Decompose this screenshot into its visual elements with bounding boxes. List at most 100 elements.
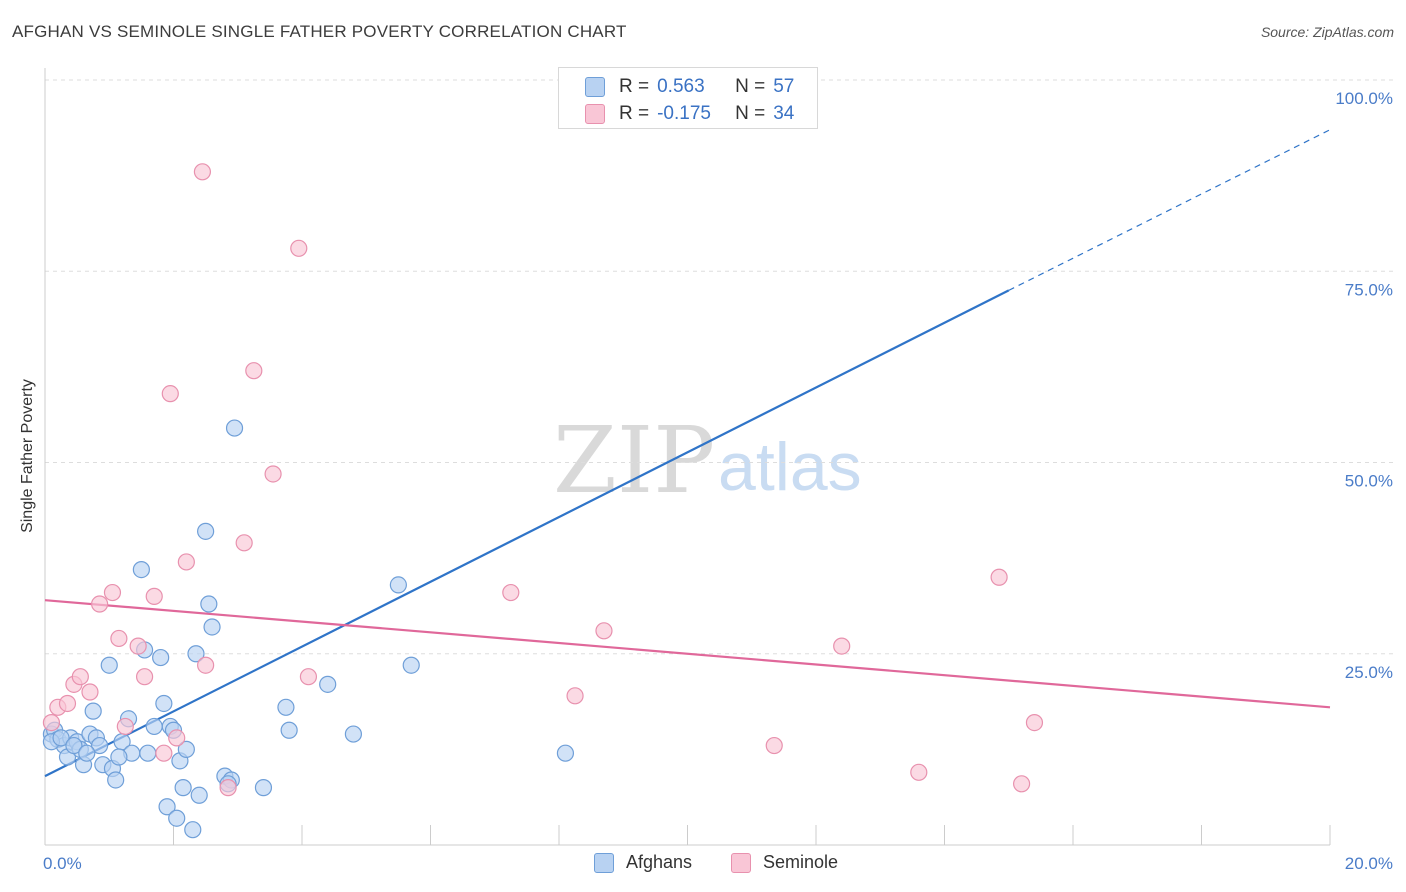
afghans-point <box>190 786 208 804</box>
legend-r-value: 0.563 <box>657 76 705 97</box>
afghans-trend-extension <box>1008 129 1331 291</box>
afghans-point <box>402 656 420 674</box>
afghans-point <box>158 798 176 816</box>
legend-r-label: R = <box>619 76 650 97</box>
seminole-point <box>193 163 212 181</box>
afghans-point <box>389 576 407 594</box>
series-legend: Afghans Seminole <box>0 852 1406 876</box>
seminole-point <box>833 637 851 655</box>
axes <box>44 68 1331 846</box>
seminole-point <box>161 385 179 403</box>
seminole-point <box>1025 713 1044 732</box>
legend-swatch-afghans <box>594 852 614 873</box>
legend-swatch-seminole <box>585 104 605 124</box>
afghans-point <box>197 522 215 540</box>
legend-swatch-afghans <box>585 77 605 97</box>
seminole-point <box>245 362 263 380</box>
afghans-point <box>84 702 102 720</box>
afghans-point <box>280 721 298 739</box>
afghans-point <box>107 771 125 789</box>
seminole-point <box>58 694 77 713</box>
seminole-point <box>502 583 520 602</box>
legend-n-label: N = <box>735 103 766 124</box>
afghans-point <box>174 779 192 797</box>
chart-source: Source: ZipAtlas.com <box>1260 24 1394 40</box>
y-tick-label: 25.0% <box>1345 663 1393 682</box>
legend-r-label: R = <box>619 103 650 124</box>
seminole-point <box>910 763 928 781</box>
afghans-point <box>155 694 173 713</box>
seminole-trend-line <box>44 599 1331 709</box>
seminole-point <box>235 534 253 552</box>
watermark-atlas: atlas <box>718 429 862 505</box>
legend-item-seminole[interactable]: Seminole <box>731 852 838 873</box>
seminole-point <box>91 595 109 613</box>
seminole-point <box>145 587 163 605</box>
y-tick-label: 100.0% <box>1335 89 1393 108</box>
legend-n-label: N = <box>735 76 766 97</box>
legend-r-value: -0.175 <box>657 103 711 124</box>
afghans-point <box>52 729 70 747</box>
afghans-point <box>132 560 150 579</box>
afghans-point <box>145 717 163 736</box>
seminole-point <box>566 687 584 705</box>
legend-n-value: 34 <box>773 103 795 124</box>
seminole-point <box>110 629 128 648</box>
afghans-point <box>91 736 109 755</box>
legend-label-seminole: Seminole <box>763 852 839 872</box>
afghans-point <box>187 645 205 663</box>
afghans-point <box>254 779 273 797</box>
data-points <box>42 71 1044 839</box>
seminole-point <box>71 668 89 686</box>
seminole-point <box>168 729 186 747</box>
stats-legend: R = 0.563 N = 57 R = -0.175 N = 34 <box>558 67 818 129</box>
afghans-point <box>139 744 157 762</box>
afghans-point <box>110 748 128 766</box>
legend-swatch-seminole <box>731 852 751 873</box>
seminole-point <box>1012 775 1031 793</box>
afghans-point <box>100 656 118 674</box>
seminole-point <box>81 683 99 701</box>
legend-item-afghans[interactable]: Afghans <box>594 852 692 873</box>
afghans-point <box>168 809 186 827</box>
watermark-zip: ZIP <box>553 407 715 514</box>
afghans-point <box>65 736 83 755</box>
afghans-point <box>344 725 362 743</box>
afghans-point <box>152 648 170 667</box>
afghans-point <box>184 821 202 839</box>
legend-row-afghans: R = 0.563 N = 57 <box>585 75 794 99</box>
seminole-point <box>290 239 308 257</box>
seminole-point <box>177 553 195 571</box>
trend-lines <box>44 129 1331 778</box>
legend-label-afghans: Afghans <box>626 852 693 872</box>
x-tick-label: 0.0% <box>43 854 82 873</box>
seminole-point <box>595 622 613 640</box>
afghans-point <box>556 744 575 762</box>
afghans-trend-line <box>44 289 1010 778</box>
chart-title: AFGHAN VS SEMINOLE SINGLE FATHER POVERTY… <box>12 22 627 41</box>
seminole-point <box>116 717 134 736</box>
y-tick-label: 50.0% <box>1345 472 1393 491</box>
y-tick-labels: 25.0% 50.0% 75.0% 100.0% <box>1335 89 1393 682</box>
seminole-point <box>219 779 237 797</box>
seminole-point <box>264 465 282 483</box>
seminole-point <box>42 713 61 732</box>
afghans-point <box>200 595 218 613</box>
legend-row-seminole: R = -0.175 N = 34 <box>585 102 794 126</box>
seminole-point <box>197 656 215 674</box>
seminole-point <box>299 668 318 686</box>
afghans-point <box>203 618 221 636</box>
seminole-point <box>155 744 173 762</box>
afghans-point <box>319 675 337 693</box>
afghans-point <box>277 698 295 716</box>
x-tick-labels: 0.0% 20.0% <box>43 854 1393 873</box>
y-tick-label: 75.0% <box>1345 280 1393 299</box>
afghans-point <box>177 740 195 758</box>
afghans-point <box>225 419 244 437</box>
seminole-point <box>135 668 154 686</box>
seminole-point <box>129 637 147 655</box>
x-tick-label: 20.0% <box>1345 854 1393 873</box>
seminole-point <box>765 736 783 755</box>
afghans-point <box>78 744 96 762</box>
